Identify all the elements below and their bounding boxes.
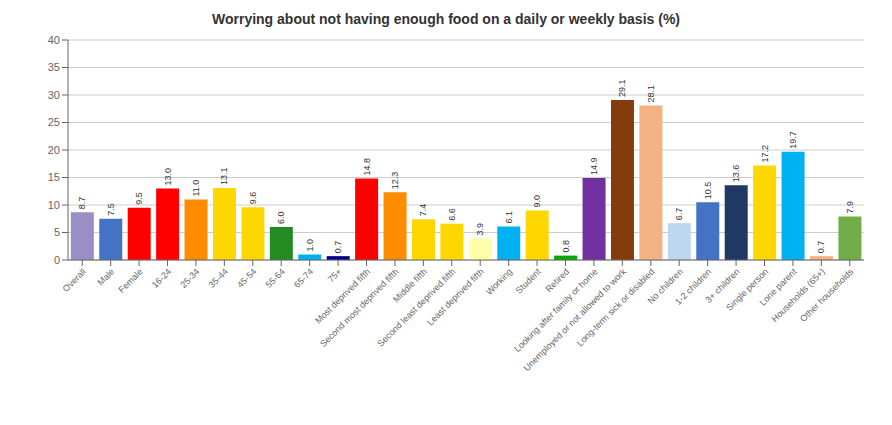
svg-text:9.5: 9.5 (134, 192, 144, 205)
svg-text:Overall: Overall (61, 267, 88, 294)
svg-text:14.8: 14.8 (362, 158, 372, 176)
svg-text:5: 5 (54, 226, 60, 238)
svg-text:11.0: 11.0 (191, 180, 201, 197)
svg-text:12.3: 12.3 (390, 172, 400, 190)
svg-text:17.2: 17.2 (760, 145, 770, 163)
svg-text:Second least deprived fifth: Second least deprived fifth (375, 266, 458, 349)
svg-text:Other households: Other households (798, 266, 856, 324)
svg-text:25: 25 (48, 116, 60, 128)
svg-text:6.1: 6.1 (504, 211, 514, 224)
svg-text:29.1: 29.1 (617, 79, 627, 97)
svg-text:Least deprived fifth: Least deprived fifth (425, 267, 486, 328)
svg-text:9.6: 9.6 (248, 192, 258, 205)
svg-text:3+ children: 3+ children (703, 266, 742, 305)
svg-text:Working: Working (484, 267, 514, 297)
svg-text:25-34: 25-34 (178, 267, 201, 290)
svg-text:9.0: 9.0 (532, 195, 542, 208)
svg-text:Most deprived fifth: Most deprived fifth (313, 266, 373, 326)
svg-text:75+: 75+ (326, 267, 344, 285)
svg-text:7.4: 7.4 (418, 204, 428, 217)
svg-text:20: 20 (48, 144, 60, 156)
svg-text:10.5: 10.5 (703, 182, 713, 200)
svg-text:10: 10 (48, 199, 60, 211)
svg-text:55-64: 55-64 (264, 267, 287, 290)
svg-text:Unemployed or not allowed to w: Unemployed or not allowed to work (522, 266, 629, 373)
svg-text:7.5: 7.5 (106, 203, 116, 216)
svg-text:No children: No children (645, 266, 685, 306)
svg-text:1-2 children: 1-2 children (673, 266, 714, 307)
svg-text:40: 40 (48, 34, 60, 46)
svg-text:30: 30 (48, 89, 60, 101)
svg-text:Long-term sick or disabled: Long-term sick or disabled (575, 267, 657, 349)
svg-text:Lone parent: Lone parent (757, 266, 799, 308)
svg-text:13.1: 13.1 (219, 167, 229, 185)
svg-text:0: 0 (54, 254, 60, 266)
svg-text:Female: Female (116, 267, 144, 295)
svg-text:Middle fifth: Middle fifth (391, 266, 429, 305)
svg-text:13.6: 13.6 (731, 165, 741, 183)
svg-text:35: 35 (48, 61, 60, 73)
svg-text:0.7: 0.7 (816, 241, 826, 254)
svg-text:1.0: 1.0 (305, 239, 315, 252)
svg-text:19.7: 19.7 (788, 131, 798, 149)
svg-text:7.9: 7.9 (845, 201, 855, 214)
svg-text:Second most deprived fifth: Second most deprived fifth (318, 266, 401, 349)
svg-text:14.9: 14.9 (589, 158, 599, 176)
svg-text:Households (65+): Households (65+) (769, 266, 827, 325)
svg-text:28.1: 28.1 (646, 85, 656, 103)
svg-text:0.8: 0.8 (561, 240, 571, 253)
svg-text:0.7: 0.7 (333, 241, 343, 254)
svg-text:6.0: 6.0 (276, 211, 286, 224)
html-text:Worrying about not having enou: Worrying about not having enough food on… (212, 11, 680, 27)
svg-text:Retired: Retired (544, 267, 572, 295)
svg-text:8.7: 8.7 (77, 197, 87, 210)
svg-text:Single person: Single person (724, 266, 771, 313)
svg-text:13.0: 13.0 (163, 168, 173, 186)
svg-text:Looking after family or home: Looking after family or home (512, 266, 600, 354)
svg-text:6.6: 6.6 (447, 208, 457, 221)
svg-text:16-24: 16-24 (150, 267, 173, 290)
svg-text:45-54: 45-54 (235, 267, 258, 290)
svg-text:3.9: 3.9 (475, 223, 485, 236)
svg-text:Student: Student (514, 266, 543, 295)
svg-text:6.7: 6.7 (674, 208, 684, 221)
svg-text:15: 15 (48, 171, 60, 183)
svg-text:35-44: 35-44 (207, 267, 230, 290)
svg-text:65-74: 65-74 (292, 267, 315, 290)
svg-text:Male: Male (95, 267, 116, 288)
